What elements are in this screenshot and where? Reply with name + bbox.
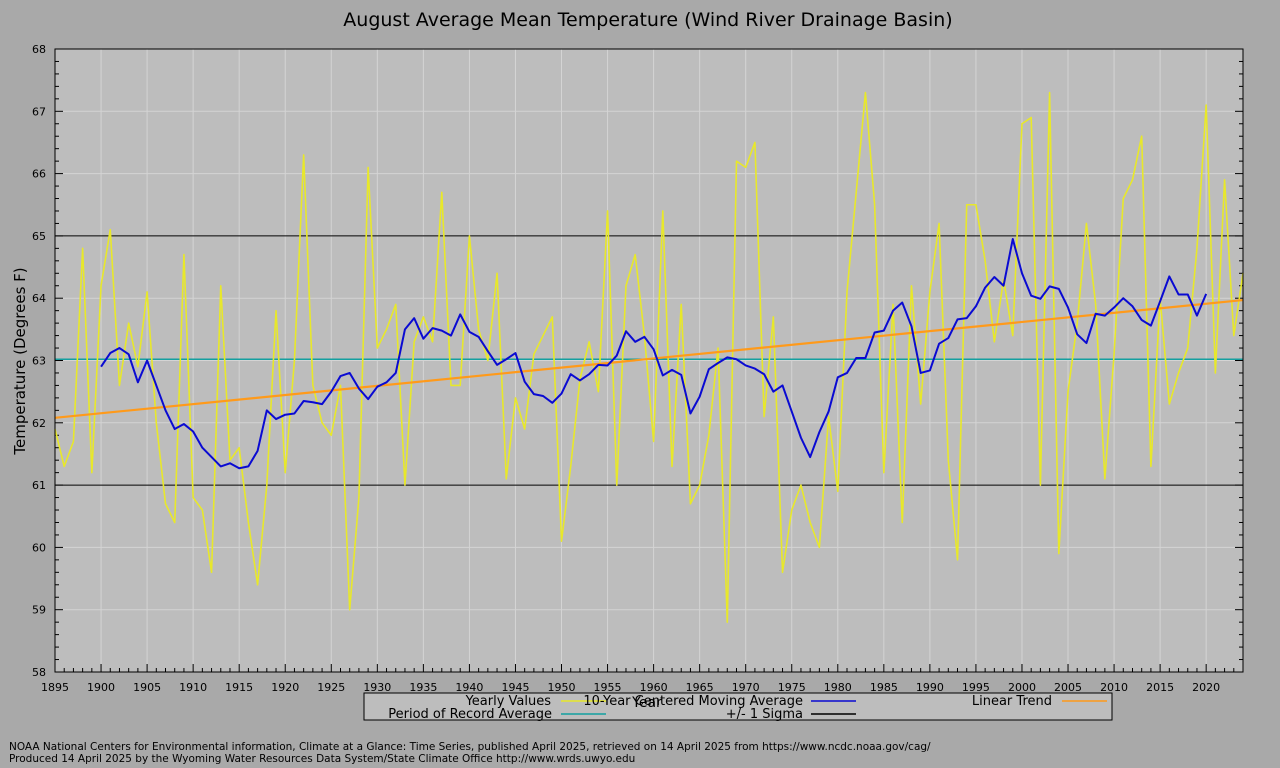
x-tick-label: 1945 <box>501 681 529 694</box>
x-tick-label: 1895 <box>41 681 69 694</box>
x-tick-label: 2005 <box>1054 681 1082 694</box>
y-tick-label: 58 <box>32 666 46 679</box>
x-tick-label: 1975 <box>778 681 806 694</box>
x-tick-label: 1990 <box>916 681 944 694</box>
y-tick-label: 63 <box>32 355 46 368</box>
y-tick-label: 59 <box>32 604 46 617</box>
x-tick-label: 1970 <box>732 681 760 694</box>
credit-line-1: NOAA National Centers for Environmental … <box>9 741 931 753</box>
legend-label: 10-Year Centered Moving Average <box>583 694 803 709</box>
chart-title: August Average Mean Temperature (Wind Ri… <box>343 9 952 31</box>
x-tick-label: 1900 <box>87 681 115 694</box>
x-tick-label: 1995 <box>962 681 990 694</box>
legend-box <box>363 692 1113 721</box>
x-tick-label: 2020 <box>1192 681 1220 694</box>
y-axis-label: Temperature (Degrees F) <box>11 267 29 455</box>
legend-label: Yearly Values <box>465 694 552 709</box>
legend-label: +/- 1 Sigma <box>726 707 803 722</box>
linear-trend-line <box>54 298 1244 419</box>
x-tick-label: 1935 <box>409 681 437 694</box>
y-tick-label: 61 <box>32 479 46 492</box>
x-tick-label: 1955 <box>594 681 622 694</box>
x-tick-label: 1920 <box>271 681 299 694</box>
y-tick-label: 62 <box>32 417 46 430</box>
x-tick-label: 1980 <box>824 681 852 694</box>
x-tick-label: 1950 <box>548 681 576 694</box>
y-tick-label: 64 <box>32 292 46 305</box>
credit-line-2: Produced 14 April 2025 by the Wyoming Wa… <box>9 753 636 765</box>
moving-average-line <box>100 238 1208 470</box>
x-tick-label: 1925 <box>317 681 345 694</box>
y-tick-label: 67 <box>32 105 46 118</box>
y-tick-label: 68 <box>32 43 46 56</box>
x-tick-label: 1960 <box>640 681 668 694</box>
x-tick-label: 2015 <box>1146 681 1174 694</box>
x-tick-label: 1985 <box>870 681 898 694</box>
x-tick-label: 1965 <box>686 681 714 694</box>
x-tick-label: 2000 <box>1008 681 1036 694</box>
x-axis-label: Year <box>631 695 662 711</box>
plot-border <box>54 48 1244 673</box>
x-tick-label: 1915 <box>225 681 253 694</box>
legend-label: Linear Trend <box>972 694 1052 709</box>
x-tick-label: 1940 <box>455 681 483 694</box>
legend-label: Period of Record Average <box>388 707 552 722</box>
y-tick-label: 66 <box>32 168 46 181</box>
x-tick-label: 2010 <box>1100 681 1128 694</box>
x-tick-label: 1930 <box>363 681 391 694</box>
y-tick-label: 60 <box>32 541 46 554</box>
y-tick-label: 65 <box>32 230 46 243</box>
x-tick-label: 1905 <box>133 681 161 694</box>
yearly-values-line <box>54 91 1244 623</box>
x-tick-label: 1910 <box>179 681 207 694</box>
